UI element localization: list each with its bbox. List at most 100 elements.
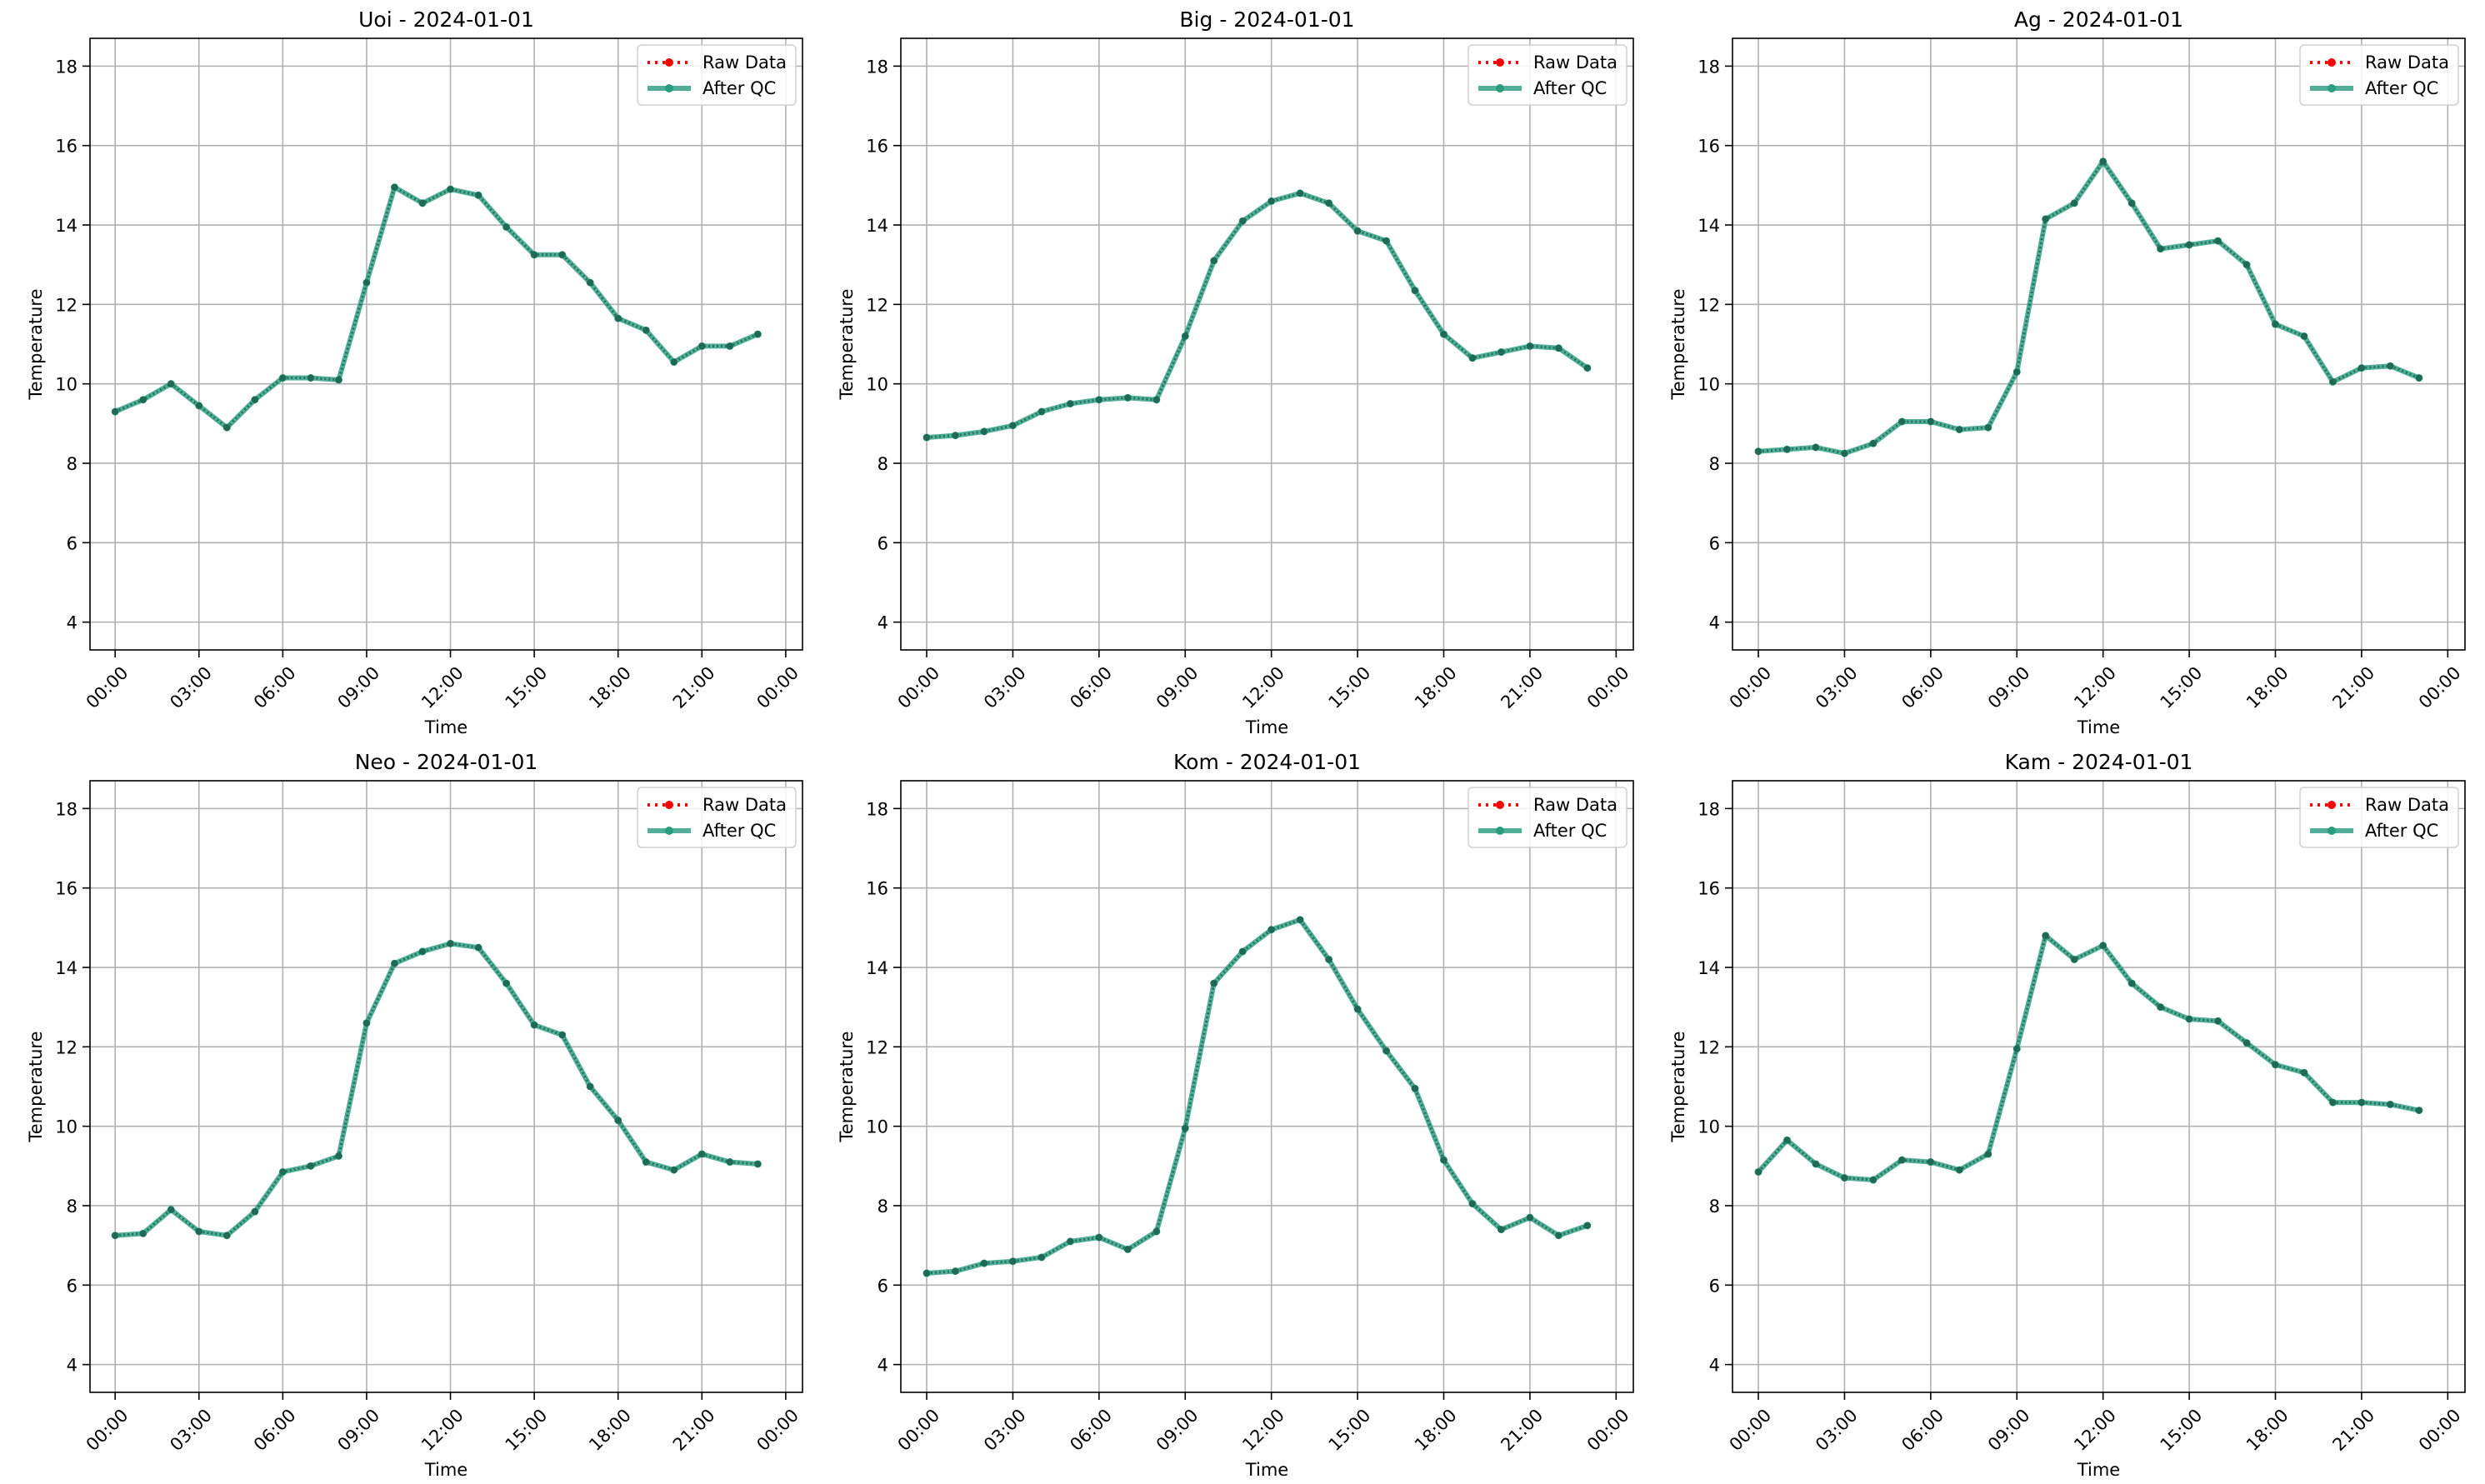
point-raw-data: [2071, 199, 2078, 207]
x-axis-label: Time: [2077, 717, 2120, 737]
point-raw-data: [1268, 926, 1275, 933]
legend-marker-after-qc: [2328, 84, 2336, 92]
legend: Raw Data After QC: [637, 44, 797, 106]
point-raw-data: [1239, 217, 1247, 225]
y-tick-label: 6: [67, 533, 78, 553]
point-raw-data: [1812, 1160, 1819, 1167]
axes-frame: [89, 780, 803, 1393]
y-tick-label: 10: [866, 375, 888, 395]
point-raw-data: [1956, 426, 1963, 433]
x-axis-label: Time: [1245, 717, 1288, 737]
point-raw-data: [419, 199, 426, 207]
point-raw-data: [2214, 1017, 2222, 1025]
y-tick-label: 10: [55, 375, 78, 395]
point-raw-data: [2415, 1107, 2422, 1114]
legend-marker-after-qc: [665, 827, 673, 835]
point-raw-data: [1182, 1125, 1189, 1132]
legend-label-after-qc: After QC: [702, 78, 776, 98]
legend-label-raw-data: Raw Data: [2365, 795, 2449, 815]
y-tick-label: 18: [55, 799, 78, 819]
y-tick-label: 10: [1698, 1117, 1720, 1137]
legend-label-raw-data: Raw Data: [1533, 795, 1618, 815]
point-raw-data: [1526, 1214, 1533, 1222]
point-raw-data: [980, 427, 988, 435]
x-tick-label: 03:00: [980, 662, 1030, 712]
series-line-after-qc: [926, 190, 1589, 440]
point-raw-data: [1984, 424, 1992, 432]
point-raw-data: [1152, 396, 1160, 403]
point-raw-data: [1210, 980, 1218, 987]
y-tick-label: 16: [1698, 879, 1720, 899]
x-tick-label: 12:00: [418, 662, 468, 712]
legend-marker-raw-data: [2328, 801, 2336, 809]
series-line-raw-data: [115, 942, 758, 1237]
x-tick-label: 00:00: [1726, 1405, 1776, 1455]
chart-title: Neo - 2024-01-01: [355, 750, 538, 774]
x-tick-label: 09:00: [1152, 662, 1202, 712]
point-raw-data: [2157, 1003, 2164, 1011]
x-tick-label: 00:00: [2415, 662, 2465, 712]
y-axis-label: Temperature: [1668, 1031, 1688, 1142]
point-raw-data: [2415, 374, 2422, 382]
point-raw-data: [1239, 947, 1247, 955]
point-raw-data: [279, 1168, 287, 1176]
subplot-0: 00:00 03:00 06:00 09:00 12:00 15:00 18:00 21:00…: [26, 7, 803, 737]
point-raw-data: [2387, 1101, 2394, 1108]
point-raw-data: [1382, 1047, 1390, 1055]
point-raw-data: [587, 1083, 594, 1090]
y-axis-label: Temperature: [837, 1031, 857, 1142]
y-tick-label: 18: [866, 57, 888, 77]
point-raw-data: [2042, 215, 2049, 222]
point-raw-data: [2300, 1069, 2308, 1077]
point-raw-data: [1869, 440, 1877, 447]
series-line-raw-data: [1757, 933, 2420, 1182]
legend-marker-raw-data: [1496, 58, 1504, 67]
point-raw-data: [1067, 400, 1074, 407]
subplot-5: 00:00 03:00 06:00 09:00 12:00 15:00 18:00 21:00…: [1668, 750, 2466, 1480]
point-raw-data: [1067, 1237, 1074, 1245]
y-tick-label: 16: [866, 137, 888, 157]
x-tick-label: 00:00: [894, 1405, 944, 1455]
axes-frame: [900, 780, 1634, 1393]
y-tick-label: 18: [1698, 57, 1720, 77]
x-tick-label: 12:00: [2070, 662, 2120, 712]
point-raw-data: [335, 376, 342, 383]
point-raw-data: [223, 1232, 231, 1239]
point-raw-data: [670, 1167, 678, 1174]
point-raw-data: [447, 940, 454, 947]
x-tick-label: 21:00: [1497, 1405, 1547, 1455]
point-raw-data: [2099, 157, 2107, 165]
x-tick-label: 15:00: [1325, 662, 1375, 712]
x-tick-label: 06:00: [1066, 662, 1116, 712]
y-tick-label: 4: [67, 1356, 78, 1376]
point-raw-data: [1354, 1006, 1362, 1013]
legend-marker-raw-data: [2328, 58, 2336, 67]
point-raw-data: [475, 192, 482, 199]
x-tick-label: 06:00: [1898, 1405, 1948, 1455]
point-raw-data: [223, 424, 231, 432]
point-raw-data: [502, 223, 510, 231]
legend: Raw Data After QC: [2299, 44, 2459, 106]
point-raw-data: [1297, 916, 1304, 923]
y-tick-label: 10: [1698, 375, 1720, 395]
point-raw-data: [2243, 261, 2251, 268]
point-raw-data: [2358, 1099, 2365, 1107]
x-tick-label: 03:00: [980, 1405, 1030, 1455]
axes-frame: [1732, 37, 2466, 651]
subplot-3: 00:00 03:00 06:00 09:00 12:00 15:00 18:00 21:00…: [26, 750, 803, 1480]
y-axis-label: Temperature: [837, 288, 857, 400]
x-tick-label: 18:00: [2242, 1405, 2292, 1455]
y-tick-label: 14: [1698, 216, 1720, 236]
point-raw-data: [952, 432, 959, 439]
point-raw-data: [1297, 189, 1304, 197]
y-tick-label: 14: [55, 958, 78, 978]
x-tick-label: 09:00: [1984, 662, 2034, 712]
chart-title: Kam - 2024-01-01: [2005, 750, 2193, 774]
point-raw-data: [587, 279, 594, 287]
point-raw-data: [1210, 257, 1218, 264]
point-raw-data: [923, 434, 931, 442]
point-raw-data: [1498, 1226, 1505, 1233]
axes-frame: [900, 37, 1634, 651]
legend: Raw Data After QC: [1468, 787, 1628, 848]
legend-marker-after-qc: [665, 84, 673, 92]
